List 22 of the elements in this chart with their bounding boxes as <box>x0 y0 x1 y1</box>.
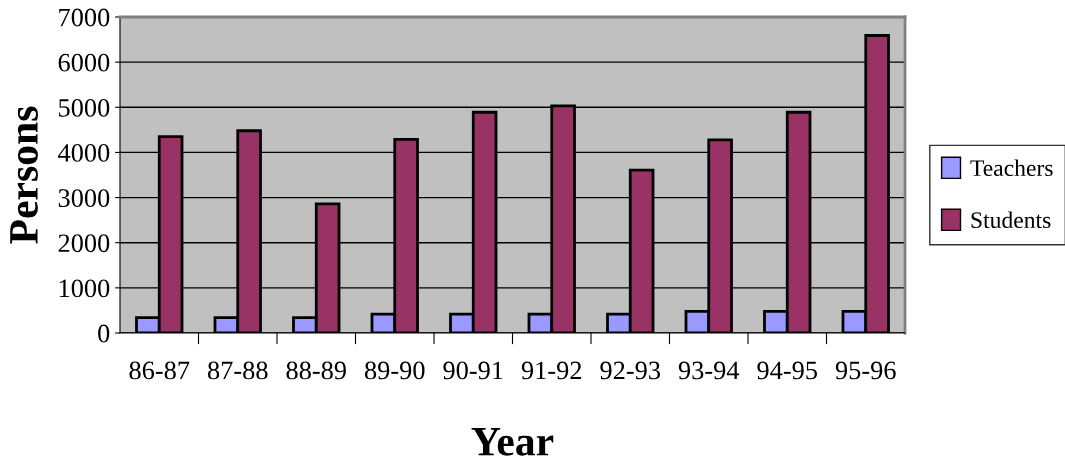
y-tick-label: 6000 <box>58 53 110 72</box>
y-tick-label: 4000 <box>58 144 110 162</box>
y-tick-label: 2000 <box>58 234 110 253</box>
x-tick-label: 93-94 <box>678 361 740 380</box>
y-tick-label: 7000 <box>59 8 110 27</box>
legend-label: Teachers <box>970 159 1053 177</box>
x-tick-label: 94-95 <box>757 361 817 380</box>
x-tick-label: 87-88 <box>207 361 268 380</box>
x-tick-label: 89-90 <box>364 361 425 380</box>
x-tick-label: 95-96 <box>835 361 896 380</box>
y-tick-label: 5000 <box>59 98 110 117</box>
y-tick-label: 1000 <box>59 279 110 298</box>
x-tick-label: 86-87 <box>129 361 190 380</box>
y-tick-label: 3000 <box>58 189 110 207</box>
x-tick-label: 90-91 <box>443 361 503 380</box>
x-tick-label: 92-93 <box>600 361 660 380</box>
y-axis-title: Persons <box>10 106 38 244</box>
x-tick-label: 88-89 <box>286 361 346 380</box>
y-tick-label: 0 <box>98 324 110 343</box>
x-axis-title: Year <box>471 428 554 456</box>
legend-label: Students <box>971 211 1051 229</box>
x-tick-label: 91-92 <box>521 361 582 380</box>
